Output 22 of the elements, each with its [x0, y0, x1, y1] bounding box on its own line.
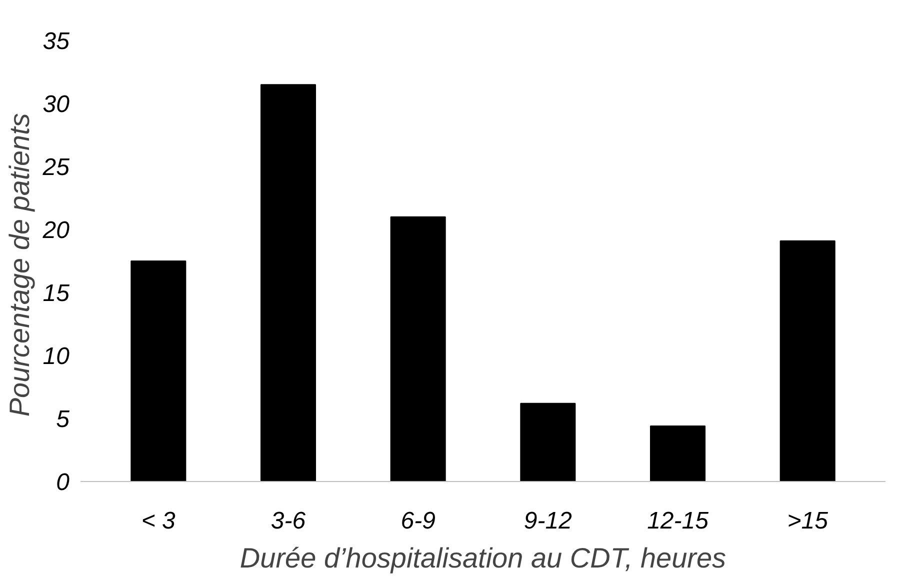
y-axis-title: Pourcentage de patients	[4, 113, 35, 417]
x-tick-label: 9-12	[524, 508, 572, 534]
y-tick-label: 10	[42, 343, 70, 370]
x-tick-label: 3-6	[270, 508, 306, 534]
bar	[390, 216, 446, 482]
y-tick-label: 5	[56, 406, 70, 433]
y-tick-label: 30	[42, 91, 70, 118]
x-tick-label: >15	[787, 508, 829, 534]
bar	[130, 260, 186, 482]
bar	[780, 240, 836, 482]
x-tick-label: < 3	[141, 508, 176, 534]
bar	[260, 84, 316, 482]
y-tick-label: 20	[42, 217, 70, 244]
bar	[650, 426, 706, 482]
y-tick-label: 35	[42, 28, 70, 55]
y-tick-label: 25	[42, 154, 70, 181]
x-tick-label: 12-15	[647, 508, 710, 534]
bar	[520, 402, 576, 482]
x-axis-title: Durée d’hospitalisation au CDT, heures	[240, 542, 726, 574]
x-tick-label: 6-9	[400, 508, 436, 534]
y-tick-label: 15	[42, 280, 70, 307]
y-tick-label: 0	[56, 469, 70, 496]
